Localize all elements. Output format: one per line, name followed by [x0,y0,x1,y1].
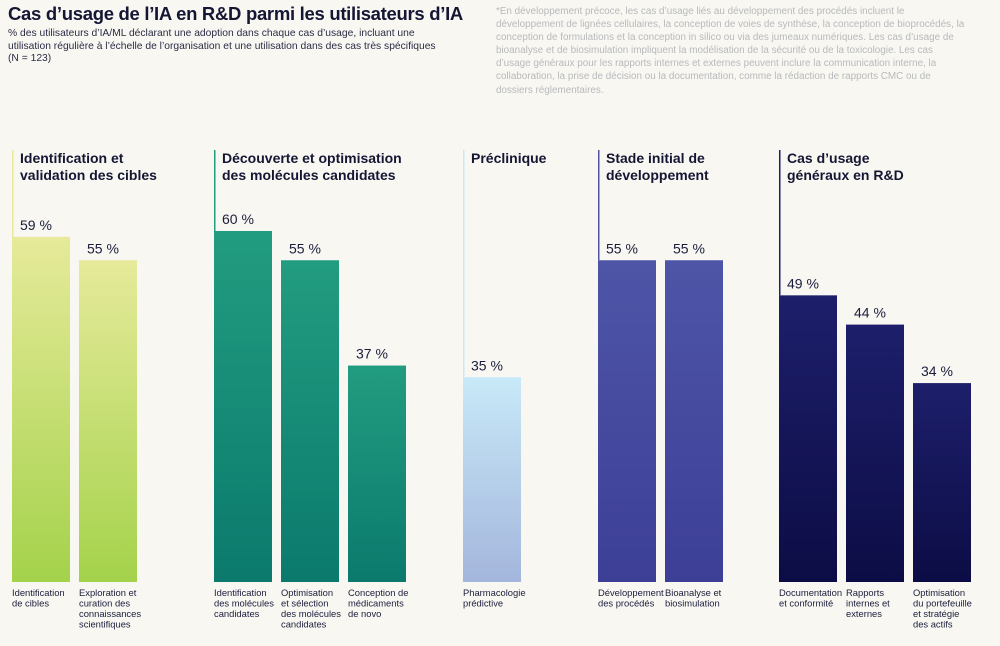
category-label: curation des [79,598,130,609]
category-label: Identification [214,587,267,598]
bar [79,260,137,582]
data-label: 49 % [787,275,819,291]
chart-subtitle: % des utilisateurs d’IA/ML déclarant une… [8,28,436,65]
bar [281,260,339,582]
category-label: et sélection [281,598,328,609]
data-label: 59 % [20,217,52,233]
category-label: internes et [846,598,890,609]
group-title: des molécules candidates [222,167,396,183]
bar [463,377,521,582]
category-label: de cibles [12,598,49,609]
category-label: Identification [12,587,65,598]
category-label: Pharmacologie [463,587,526,598]
group-title: généraux en R&D [787,167,904,183]
bar [12,236,70,582]
bar [846,324,904,582]
category-label: externes [846,608,882,619]
category-label: Bioanalyse et [665,587,722,598]
data-label: 37 % [356,346,388,362]
category-label: Optimisation [281,587,333,598]
group-title: Découverte et optimisation [222,150,402,166]
category-label: Conception de [348,587,408,598]
category-label: Exploration et [79,587,137,598]
category-label: biosimulation [665,598,720,609]
category-label: candidates [214,608,260,619]
data-label: 55 % [673,240,705,256]
category-label: prédictive [463,598,503,609]
category-label: des molécules [281,608,341,619]
category-label: de novo [348,608,381,619]
bar [214,231,272,582]
data-label: 44 % [854,305,886,321]
data-label: 35 % [471,357,503,373]
category-label: des procédés [598,598,655,609]
category-label: Développement [598,587,664,598]
group-title: développement [606,167,709,183]
category-label: des molécules [214,598,274,609]
data-label: 55 % [87,240,119,256]
chart-footnote: *En développement précoce, les cas d’usa… [496,6,965,96]
data-label: 55 % [289,240,321,256]
category-label: scientifiques [79,619,131,630]
data-label: 55 % [606,240,638,256]
bar [665,260,723,582]
bar [779,295,837,582]
category-label: du portefeuille [913,598,972,609]
group-title: Préclinique [471,150,547,166]
category-label: médicaments [348,598,404,609]
bar [598,260,656,582]
chart-title: Cas d’usage de l’IA en R&D parmi les uti… [8,3,463,24]
category-label: Rapports [846,587,884,598]
category-label: des actifs [913,619,953,630]
category-label: et conformité [779,598,833,609]
category-label: Documentation [779,587,842,598]
category-label: candidates [281,619,327,630]
bar [913,383,971,582]
data-label: 60 % [222,211,254,227]
category-label: Optimisation [913,587,965,598]
bar [348,365,406,582]
category-label: et stratégie [913,608,959,619]
group-title: Identification et [20,150,124,166]
data-label: 34 % [921,363,953,379]
group-title: Stade initial de [606,150,705,166]
group-title: Cas d’usage [787,150,870,166]
group-title: validation des cibles [20,167,157,183]
category-label: connaissances [79,608,141,619]
